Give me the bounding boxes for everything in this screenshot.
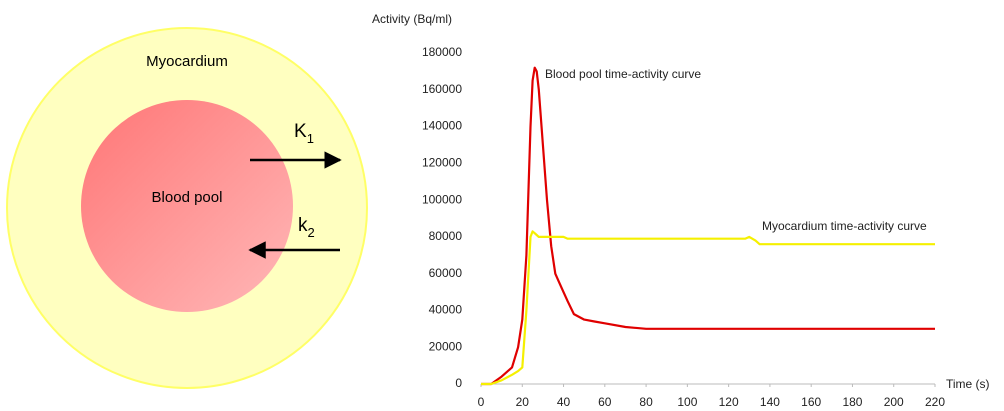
x-tick-label: 100 bbox=[677, 395, 697, 409]
myocardium-label: Myocardium bbox=[146, 53, 228, 70]
x-tick-label: 60 bbox=[598, 395, 612, 409]
x-axis-title: Time (s) bbox=[946, 377, 990, 391]
y-tick-label: 0 bbox=[455, 376, 462, 390]
y-tick-label: 100000 bbox=[422, 192, 462, 206]
x-tick-label: 20 bbox=[516, 395, 530, 409]
y-tick-label: 160000 bbox=[422, 82, 462, 96]
k1-label: K1 bbox=[294, 121, 314, 146]
k1-sub: 1 bbox=[307, 131, 314, 146]
x-tick-label: 140 bbox=[760, 395, 780, 409]
series-label: Blood pool time-activity curve bbox=[545, 67, 701, 81]
x-tick-label: 220 bbox=[925, 395, 945, 409]
x-tick-label: 120 bbox=[719, 395, 739, 409]
series-line bbox=[481, 66, 935, 386]
k2-main: k bbox=[298, 215, 308, 236]
y-tick-label: 20000 bbox=[429, 339, 463, 353]
y-tick-label: 120000 bbox=[422, 156, 462, 170]
blood-pool-label: Blood pool bbox=[152, 189, 223, 206]
x-tick-label: 160 bbox=[801, 395, 821, 409]
diagram: Myocardium Blood pool K1 k2 bbox=[6, 27, 368, 389]
y-tick-label: 80000 bbox=[429, 229, 463, 243]
y-tick-label: 60000 bbox=[429, 266, 463, 280]
y-tick-label: 180000 bbox=[422, 45, 462, 59]
y-tick-label: 40000 bbox=[429, 303, 463, 317]
x-tick-label: 180 bbox=[842, 395, 862, 409]
y-axis-title: Activity (Bq/ml) bbox=[372, 12, 452, 26]
x-tick-label: 80 bbox=[639, 395, 653, 409]
y-tick-label: 140000 bbox=[422, 119, 462, 133]
x-tick-label: 40 bbox=[557, 395, 571, 409]
chart: Activity (Bq/ml) Time (s) 02000040000600… bbox=[372, 12, 990, 409]
k2-sub: 2 bbox=[308, 225, 315, 240]
series-label: Myocardium time-activity curve bbox=[762, 219, 927, 233]
x-tick-label: 200 bbox=[884, 395, 904, 409]
k1-main: K bbox=[294, 121, 307, 142]
blood-pool-circle bbox=[81, 100, 293, 312]
x-tick-label: 0 bbox=[478, 395, 485, 409]
k2-label: k2 bbox=[298, 215, 315, 240]
series-line bbox=[481, 230, 935, 386]
